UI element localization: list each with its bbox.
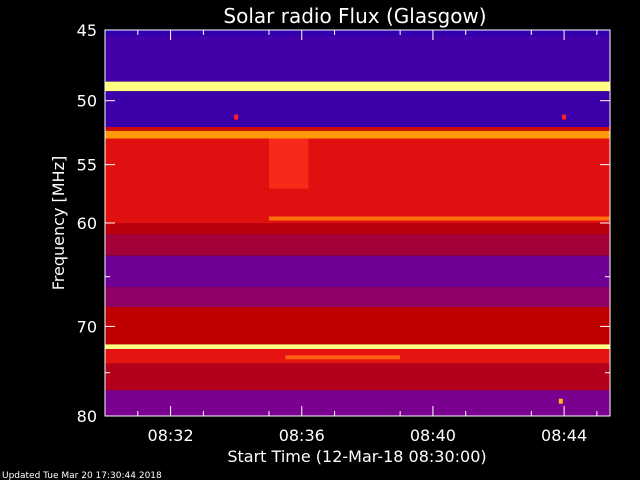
heatmap-feature-5-dot: [558, 398, 563, 404]
heatmap-band-9: [105, 255, 610, 287]
heatmap-band-4: [105, 126, 610, 131]
updated-timestamp: Updated Tue Mar 20 17:30:44 2018: [2, 471, 162, 480]
x-tick-label-0: 08:32: [148, 426, 194, 445]
y-tick-label-3: 60: [77, 214, 97, 233]
heatmap-band-15: [105, 390, 610, 416]
heatmap-band-5: [105, 130, 610, 139]
x-tick-label-2: 08:40: [410, 426, 456, 445]
y-tick-label-0: 45: [77, 21, 97, 40]
heatmap-band-1: [105, 35, 610, 82]
x-axis: 08:32 08:36 08:40 08:44: [137, 30, 598, 445]
y-axis: 45 50 55 60 70 80: [77, 21, 610, 426]
x-axis-label: Start Time (12-Mar-18 08:30:00): [227, 447, 486, 466]
heatmap-band-8: [105, 234, 610, 256]
x-tick-label-1: 08:36: [279, 426, 325, 445]
y-tick-label-5: 80: [77, 407, 97, 426]
heatmap-feature-3-dot: [234, 114, 239, 120]
heatmap-feature-4-dot: [562, 114, 567, 120]
y-tick-label-2: 55: [77, 156, 97, 175]
heatmap-feature-1-burst: [268, 138, 309, 189]
heatmap-layer: [105, 30, 610, 416]
y-tick-label-4: 70: [77, 317, 97, 336]
chart-title: Solar radio Flux (Glasgow): [223, 4, 486, 28]
heatmap-band-7: [105, 223, 610, 235]
heatmap-band-10: [105, 286, 610, 307]
y-tick-label-1: 50: [77, 92, 97, 111]
x-tick-label-3: 08:44: [541, 426, 587, 445]
heatmap-feature-0-line: [268, 216, 610, 221]
heatmap-band-2: [105, 81, 610, 92]
heatmap-band-12: [105, 344, 610, 350]
heatmap-band-6: [105, 138, 610, 223]
heatmap-band-0: [105, 30, 610, 36]
heatmap-band-11: [105, 306, 610, 345]
heatmap-feature-2-line: [285, 355, 401, 360]
y-axis-label: Frequency [MHz]: [49, 156, 68, 290]
heatmap-band-3: [105, 91, 610, 127]
heatmap-band-14: [105, 363, 610, 391]
